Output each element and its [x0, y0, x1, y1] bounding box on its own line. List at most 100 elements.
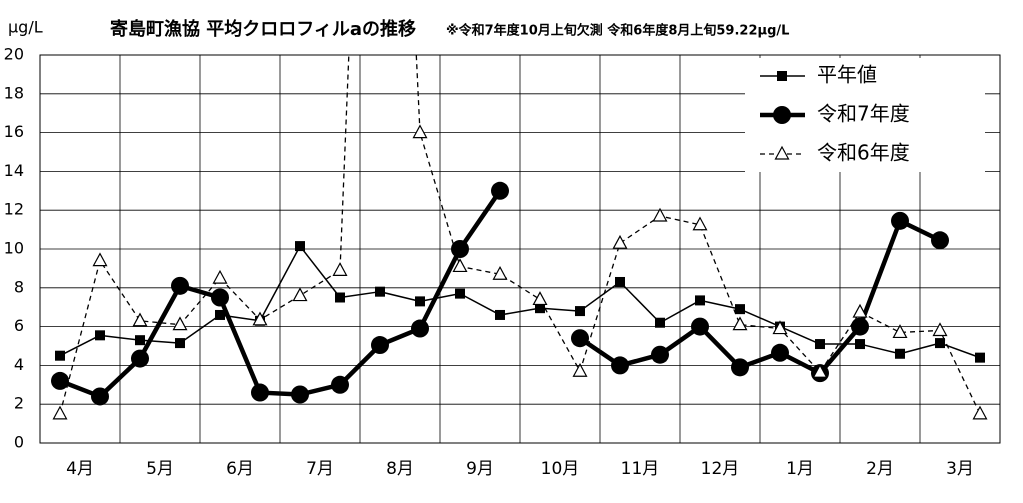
chart-title: 寄島町漁協 平均クロロフィルaの推移	[110, 18, 416, 40]
series-line	[59, 189, 502, 399]
data-point	[455, 288, 465, 299]
x-tick-label: 6月	[226, 459, 254, 479]
data-point	[891, 211, 909, 230]
y-axis-label: μg/L	[8, 18, 43, 37]
data-point	[335, 292, 345, 303]
data-point	[652, 207, 668, 222]
data-point	[411, 319, 429, 338]
data-point	[812, 363, 828, 378]
y-tick-label: 10	[4, 239, 24, 258]
data-point	[651, 345, 669, 364]
x-tick-label: 11月	[621, 459, 660, 479]
data-point	[51, 371, 69, 390]
x-tick-label: 12月	[701, 459, 740, 479]
y-tick-label: 18	[4, 83, 24, 102]
data-point	[291, 385, 309, 404]
data-point	[575, 306, 585, 317]
data-point	[172, 316, 188, 331]
plot-border	[39, 54, 1001, 444]
legend-label: 平年値	[817, 63, 877, 87]
data-point	[495, 309, 505, 320]
x-tick-label: 1月	[786, 459, 814, 479]
data-point	[892, 324, 908, 339]
data-point	[251, 383, 269, 402]
data-point	[615, 276, 625, 287]
data-point	[691, 317, 709, 336]
data-point	[532, 291, 548, 306]
data-point	[131, 349, 149, 368]
data-point	[295, 241, 305, 252]
data-point	[932, 322, 948, 337]
data-point	[215, 309, 225, 320]
x-tick-label: 10月	[541, 459, 580, 479]
data-point	[135, 335, 145, 346]
data-point	[375, 286, 385, 297]
data-point	[171, 276, 189, 295]
data-point	[132, 312, 148, 327]
y-tick-label: 20	[4, 45, 24, 64]
y-tick-label: 14	[4, 161, 24, 180]
series-line	[59, 245, 981, 359]
legend-label: 令和7年度	[817, 102, 910, 126]
data-point	[95, 330, 105, 341]
data-point	[571, 329, 589, 348]
series-line	[59, 55, 981, 415]
y-tick-label: 6	[14, 316, 24, 335]
data-point	[91, 387, 109, 406]
y-tick-label: 2	[14, 394, 24, 413]
y-tick-label: 16	[4, 122, 24, 141]
x-tick-label: 9月	[466, 459, 494, 479]
x-tick-label: 5月	[146, 459, 174, 479]
data-point	[855, 339, 865, 350]
y-tick-label: 0	[14, 433, 24, 452]
data-point	[92, 252, 108, 267]
legend-marker	[777, 71, 787, 81]
data-point	[852, 303, 868, 318]
y-tick-label: 4	[14, 355, 24, 374]
data-point	[935, 338, 945, 349]
data-point	[692, 216, 708, 231]
data-point	[252, 311, 268, 326]
data-point	[535, 303, 545, 314]
legend-marker	[773, 106, 791, 124]
data-point	[931, 231, 949, 250]
data-point	[772, 320, 788, 335]
data-point	[371, 336, 389, 355]
series-line	[578, 218, 941, 376]
data-point	[611, 356, 629, 375]
data-point	[972, 405, 988, 420]
data-point	[695, 295, 705, 306]
data-point	[212, 269, 228, 284]
data-point	[612, 234, 628, 249]
data-point	[331, 375, 349, 394]
data-point	[452, 258, 468, 273]
x-tick-label: 8月	[386, 459, 414, 479]
data-point	[572, 362, 588, 377]
data-point	[731, 358, 749, 377]
data-point	[55, 350, 65, 361]
y-tick-label: 8	[14, 277, 24, 296]
data-point	[292, 287, 308, 302]
data-point	[771, 343, 789, 362]
data-point	[491, 181, 509, 200]
data-point	[451, 240, 469, 258]
data-point	[415, 296, 425, 307]
legend-marker	[774, 145, 790, 160]
data-point	[52, 405, 68, 420]
x-tick-label: 7月	[306, 459, 334, 479]
y-tick-label: 12	[4, 200, 24, 219]
data-point	[851, 317, 869, 336]
legend-label: 令和6年度	[817, 141, 910, 165]
data-point	[412, 124, 428, 139]
data-point	[735, 304, 745, 315]
data-point	[211, 288, 229, 307]
data-point	[492, 265, 508, 280]
x-tick-label: 4月	[66, 459, 94, 479]
data-point	[332, 262, 348, 276]
x-tick-label: 3月	[946, 459, 974, 479]
data-point	[815, 339, 825, 350]
data-point	[655, 317, 665, 328]
data-point	[975, 352, 985, 363]
data-point	[732, 316, 748, 331]
